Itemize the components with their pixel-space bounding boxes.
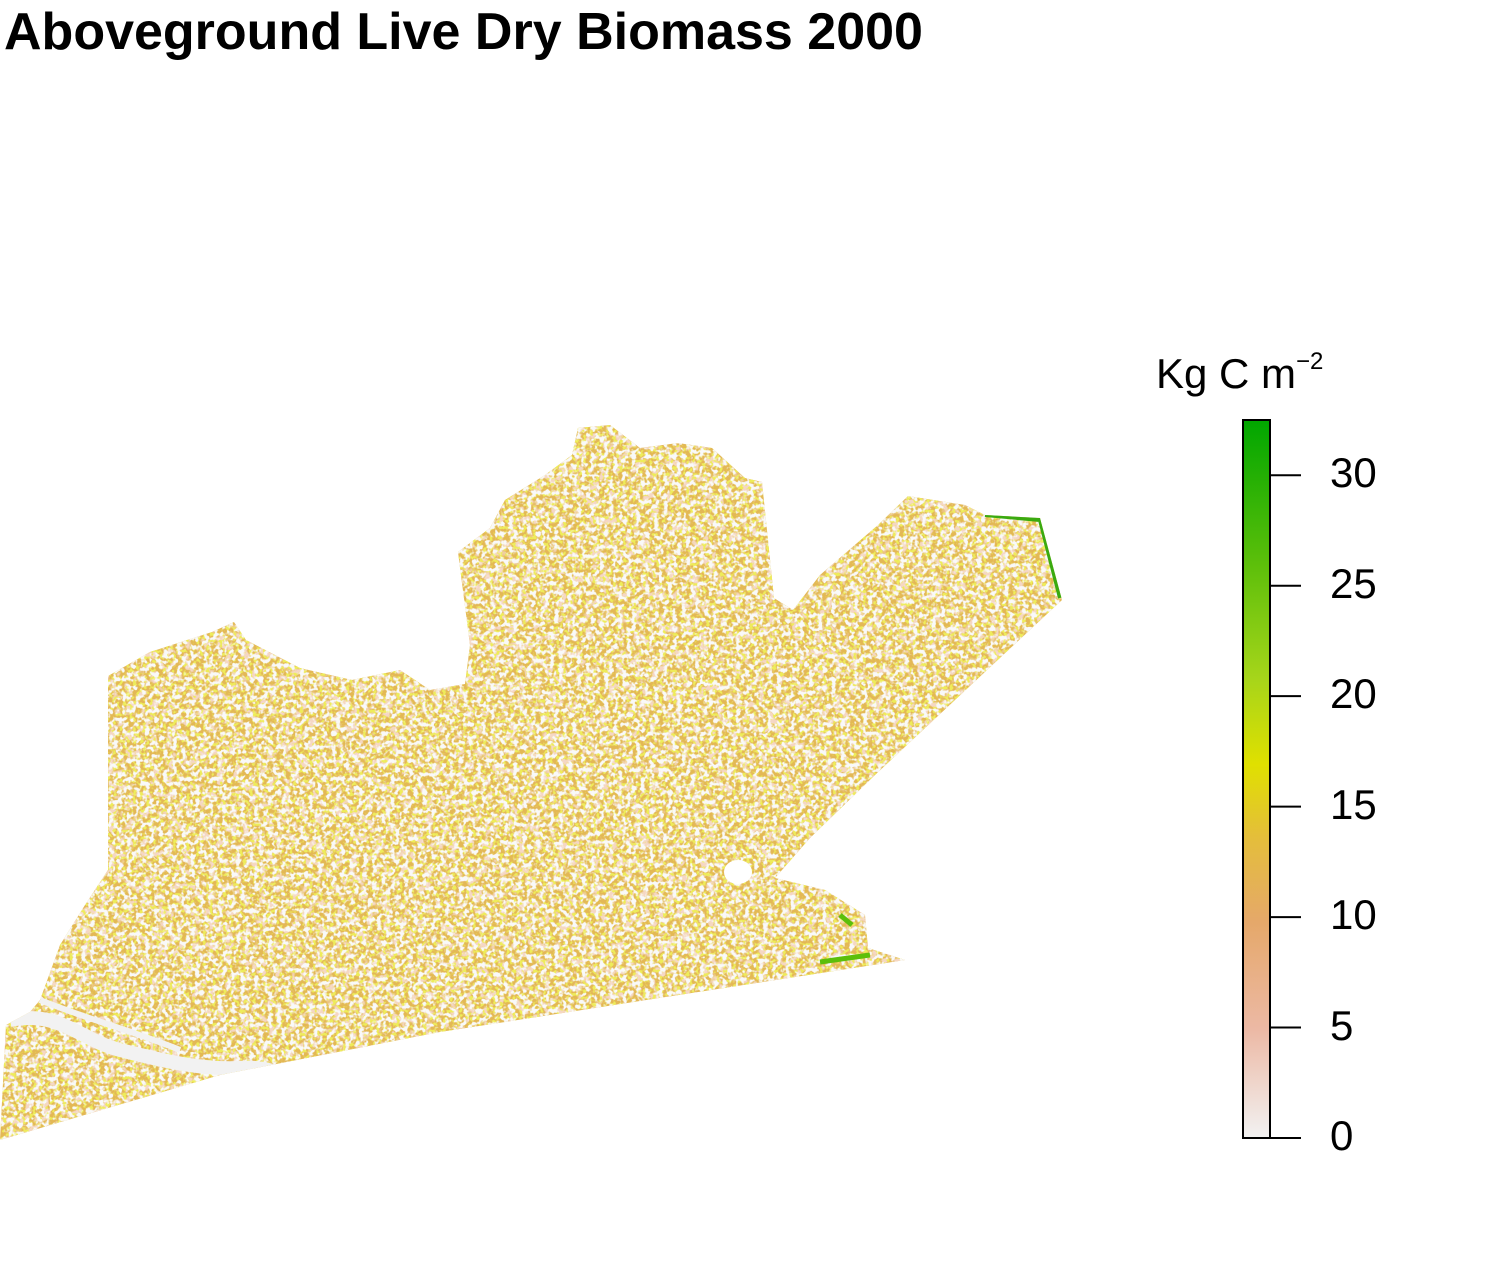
high-biomass-patch <box>838 913 854 927</box>
region-hole <box>724 860 752 884</box>
legend-tick-label: 20 <box>1330 670 1377 718</box>
legend-tick-label: 10 <box>1330 891 1377 939</box>
legend-tick-label: 15 <box>1330 780 1377 828</box>
legend-ticks <box>1270 474 1301 1139</box>
legend-unit-exponent: −2 <box>1296 348 1324 375</box>
legend-tick-label: 5 <box>1330 1001 1354 1049</box>
legend-title: Kg C m−2 <box>1156 348 1324 398</box>
legend-tick-label: 25 <box>1330 559 1377 607</box>
legend-colorbar <box>1242 419 1271 1139</box>
legend-tick-label: 0 <box>1330 1112 1354 1159</box>
map-title: Aboveground Live Dry Biomass 2000 <box>4 3 923 61</box>
region-fill <box>0 425 1062 1140</box>
legend-unit: Kg C m <box>1156 350 1297 397</box>
river <box>38 997 182 1053</box>
high-biomass-patch <box>819 952 871 965</box>
legend-tick-label: 30 <box>1330 449 1377 497</box>
high-biomass-patch <box>984 513 1062 599</box>
